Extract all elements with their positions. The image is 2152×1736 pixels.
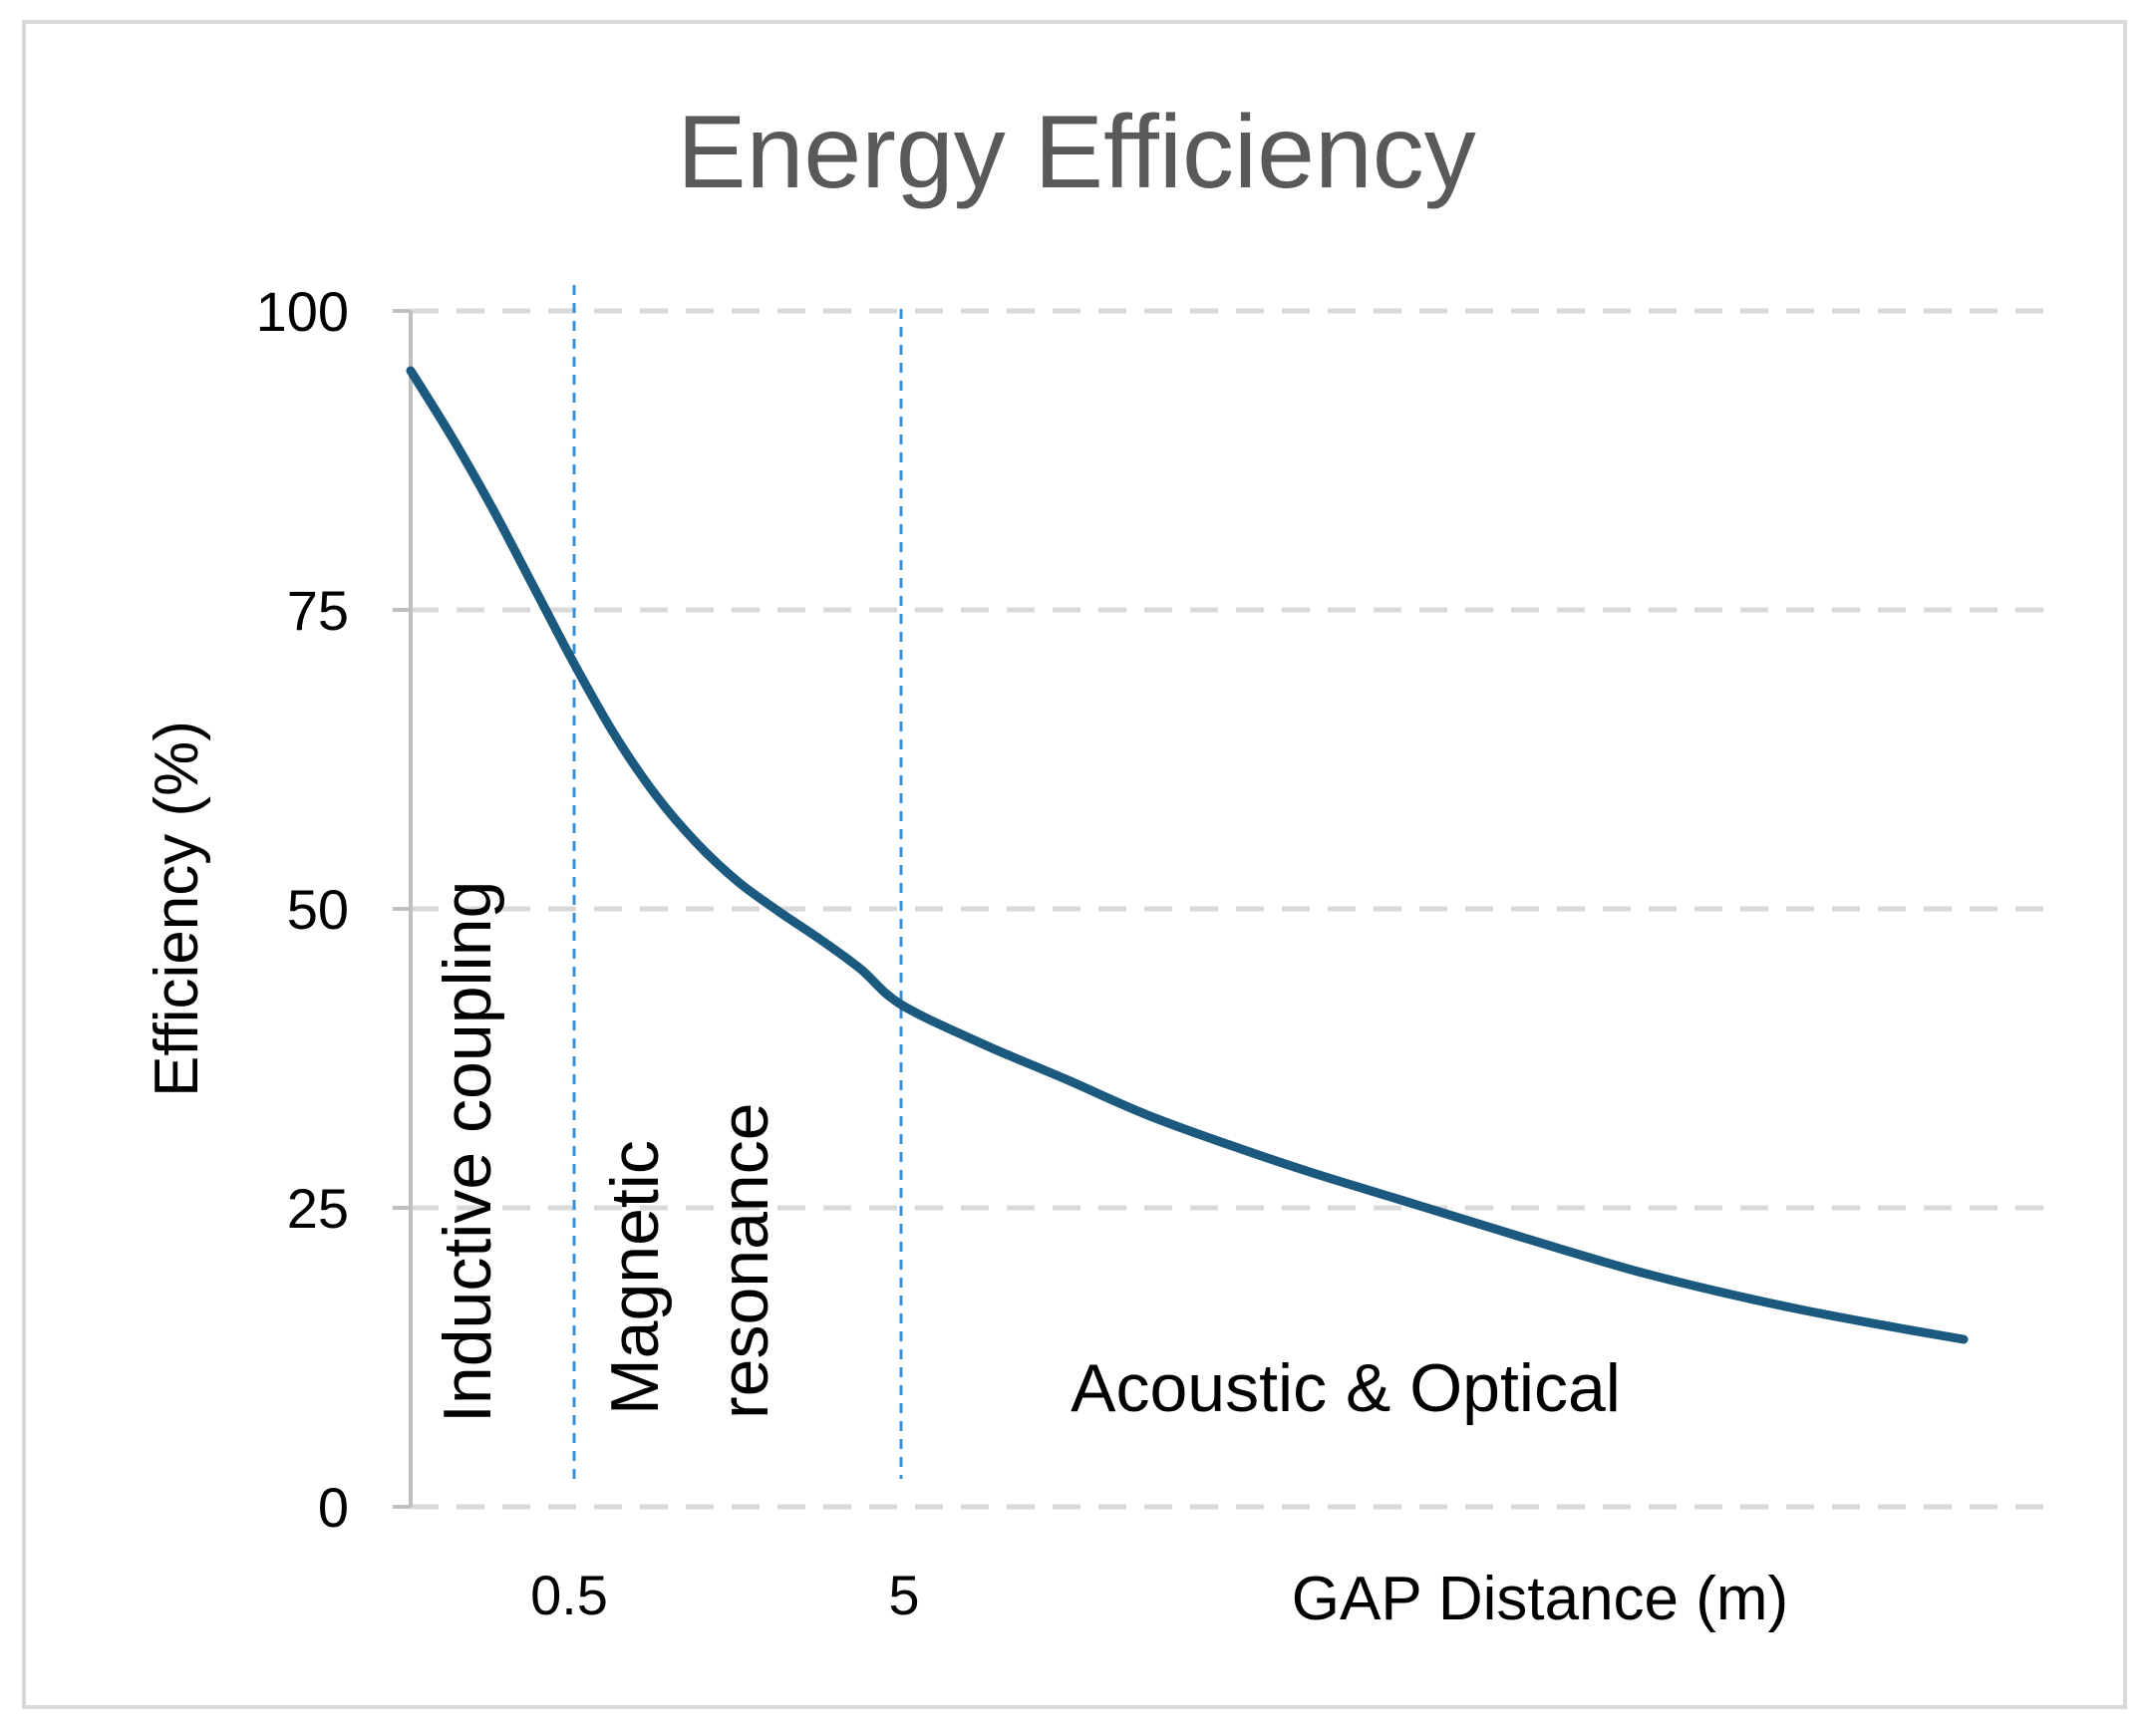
gridlines bbox=[393, 308, 2045, 1510]
region-label-resonance: resonance bbox=[707, 1102, 782, 1419]
y-tick-label-25: 25 bbox=[287, 1177, 349, 1240]
y-tick-label-0: 0 bbox=[318, 1476, 349, 1539]
x-tick-label-0-5: 0.5 bbox=[530, 1564, 608, 1626]
series-line-efficiency bbox=[406, 366, 1969, 1344]
region-label-inductive-coupling: Inductive coupling bbox=[430, 881, 505, 1423]
y-axis-label: Efficiency (%) bbox=[143, 721, 211, 1097]
y-tick-labels: 0 25 50 75 100 bbox=[256, 280, 349, 1539]
chart-frame bbox=[22, 20, 2127, 1709]
y-tick-label-50: 50 bbox=[287, 878, 349, 941]
region-dividers bbox=[572, 285, 903, 1479]
x-axis-label: GAP Distance (m) bbox=[1292, 1565, 1788, 1633]
region-label-acoustic-optical: Acoustic & Optical bbox=[1071, 1350, 1621, 1426]
x-tick-label-5: 5 bbox=[888, 1564, 919, 1626]
chart-title: Energy Efficiency bbox=[677, 95, 1476, 210]
y-tick-label-100: 100 bbox=[256, 280, 349, 343]
region-label-magnetic: Magnetic bbox=[597, 1140, 673, 1415]
y-tick-label-75: 75 bbox=[287, 579, 349, 642]
x-tick-labels: 0.5 5 bbox=[530, 1564, 920, 1626]
